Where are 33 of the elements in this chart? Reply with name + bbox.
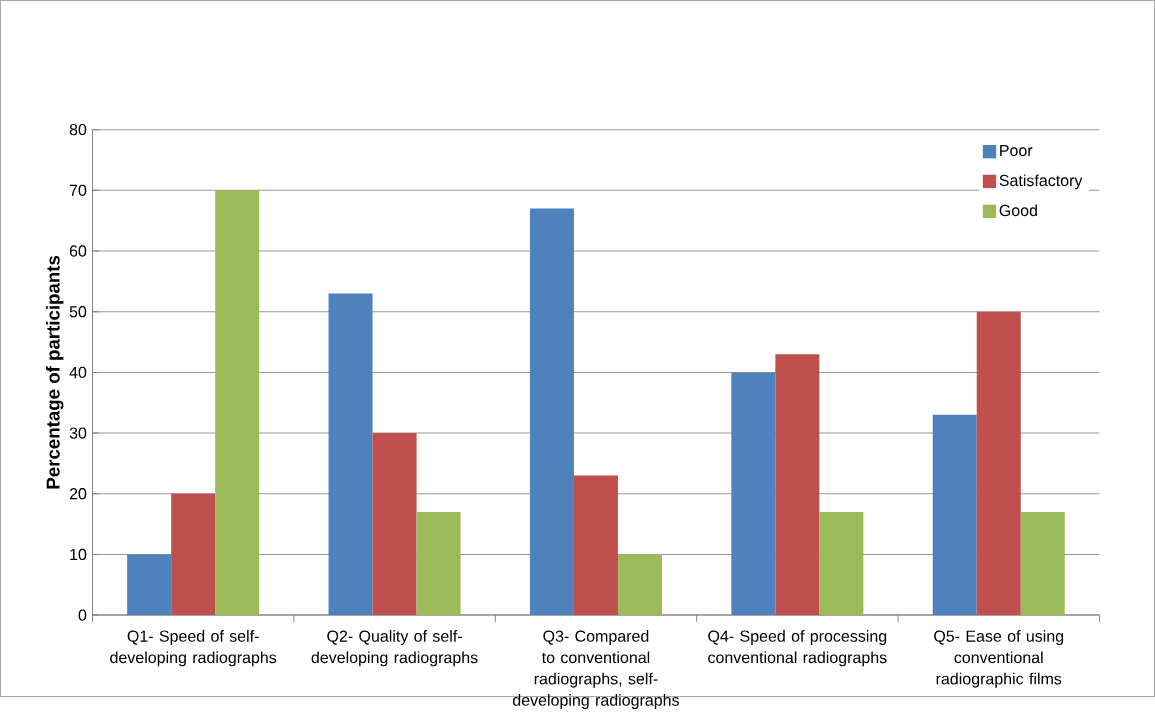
bar xyxy=(529,208,574,615)
legend-label: Good xyxy=(999,204,1037,216)
y-tick-label: 70 xyxy=(69,184,87,196)
x-tick-label: Q2- Quality of self-developing radiographs xyxy=(311,629,478,667)
bar xyxy=(819,511,864,615)
bar xyxy=(215,190,260,615)
bar xyxy=(617,554,662,615)
y-axis-title: Percentage of participants xyxy=(45,255,64,489)
legend-label: Satisfactory xyxy=(999,174,1083,190)
bar xyxy=(573,475,618,615)
x-tick-label: Q1- Speed of self-developing radiographs xyxy=(110,629,277,667)
bar xyxy=(932,414,977,615)
x-tick-label: Q4- Speed of processing conventional radiographs xyxy=(708,629,887,667)
bar xyxy=(976,311,1021,615)
y-tick-label: 40 xyxy=(69,366,87,378)
bar xyxy=(127,554,172,615)
y-tick-label: 80 xyxy=(69,123,87,136)
bar xyxy=(731,372,776,615)
y-tick-label: 20 xyxy=(69,487,87,500)
y-tick-label: 0 xyxy=(78,609,87,621)
y-tick-label: 30 xyxy=(69,427,87,439)
bar xyxy=(1020,511,1065,615)
y-tick-label: 50 xyxy=(69,305,87,318)
y-tick-label: 10 xyxy=(70,548,87,560)
bar xyxy=(416,511,461,615)
legend-label: Poor xyxy=(1000,144,1033,156)
x-tick-label: Q3- Compared to conventional radiographs, self-developing radiographs xyxy=(512,629,679,709)
bar xyxy=(328,293,373,615)
bar xyxy=(372,432,417,615)
bar xyxy=(775,354,820,615)
x-tick-label: Q5- Ease of using conventional radiographic films xyxy=(934,629,1064,688)
bar xyxy=(171,493,216,615)
y-tick-label: 60 xyxy=(69,245,87,257)
